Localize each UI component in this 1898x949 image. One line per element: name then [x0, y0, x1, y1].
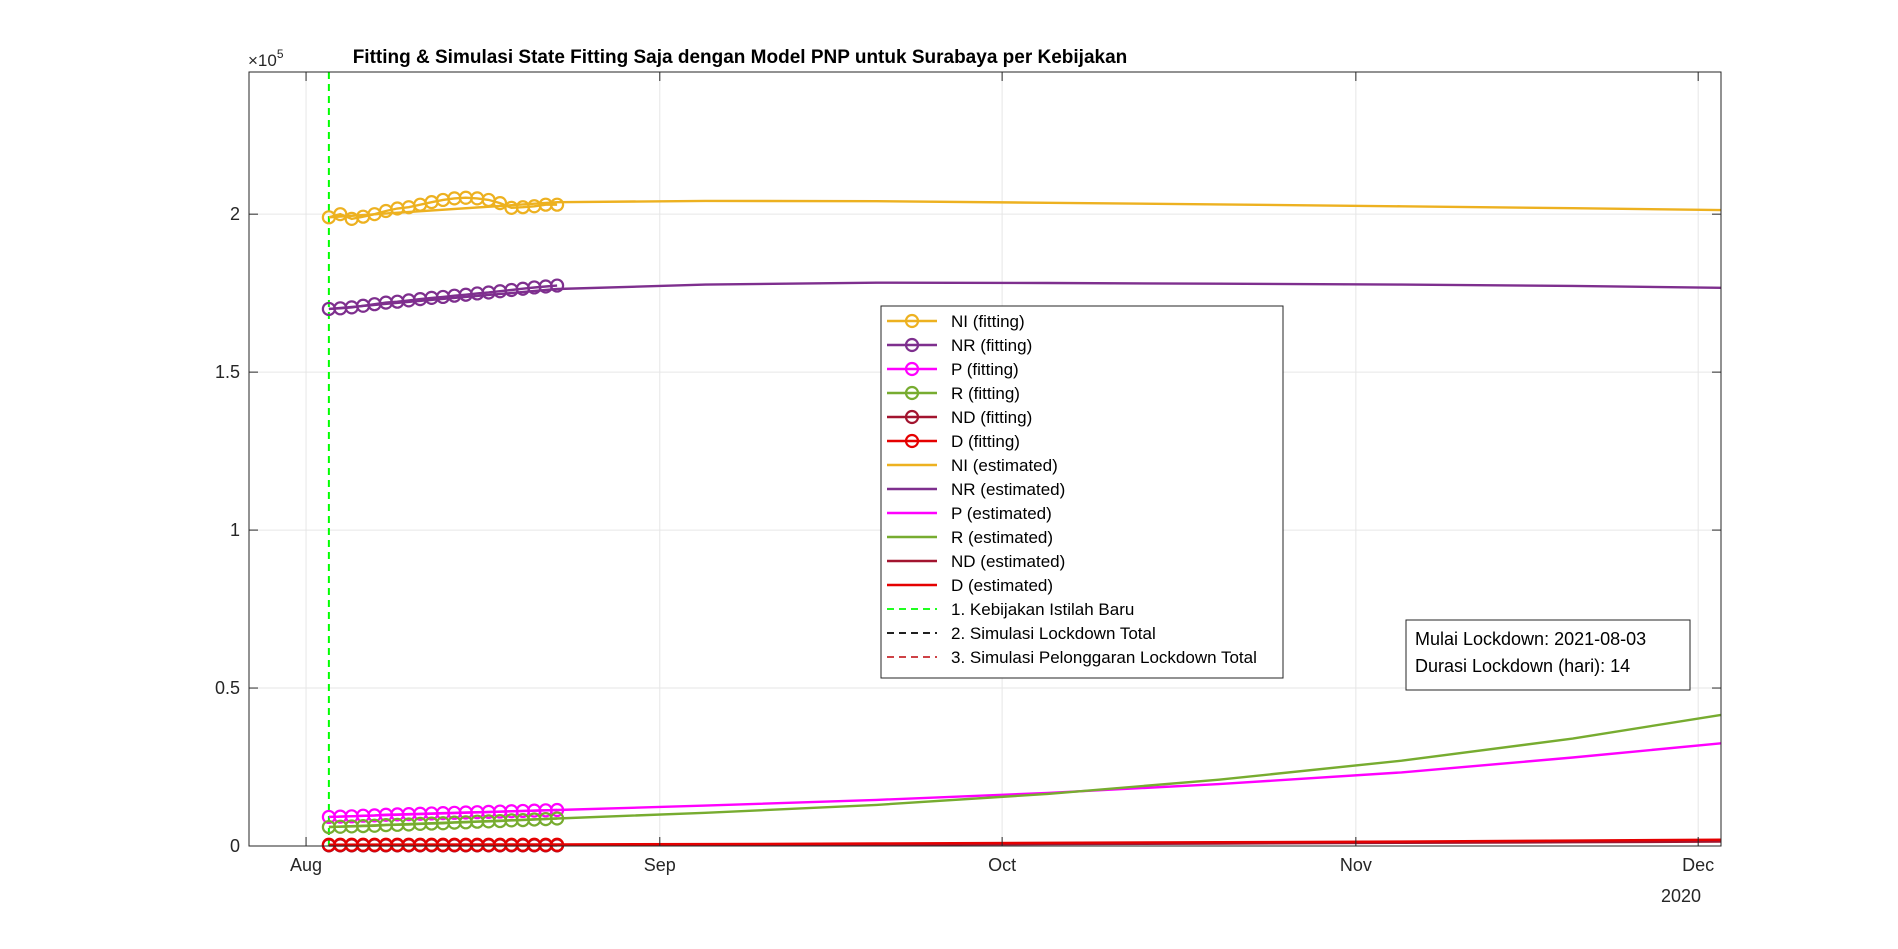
legend-entry-nd-fitting: ND (fitting): [887, 408, 1032, 427]
y-exponent-power: 5: [277, 47, 284, 61]
legend-label: NR (fitting): [951, 336, 1032, 355]
legend-box: [880, 305, 1284, 679]
y-tick-label: 1: [230, 520, 240, 540]
legend-swatch-marker: [904, 409, 920, 425]
legend-swatch-marker: [904, 385, 920, 401]
svg-text:×105: ×105: [248, 47, 284, 70]
plot-area: [321, 72, 1722, 853]
legend-entry-ni-fitting: NI (fitting): [887, 312, 1025, 331]
chart-title: Fitting & Simulasi State Fitting Saja de…: [353, 47, 1128, 68]
legend-label: 3. Simulasi Pelonggaran Lockdown Total: [951, 648, 1257, 667]
legend: NI (fitting) NR (fitting) P (fitting) R (fi…: [880, 305, 1284, 679]
line-nr-estimated: [328, 281, 1722, 311]
marker-ni-fitting: [549, 197, 565, 212]
legend-label: R (estimated): [951, 528, 1053, 547]
legend-entry-nr-fitting: NR (fitting): [887, 336, 1032, 355]
legend-label: 2. Simulasi Lockdown Total: [951, 624, 1156, 643]
line-p-fitting: [328, 808, 558, 819]
marker-r-fitting: [549, 811, 565, 826]
y-tick-label: 2: [230, 204, 240, 224]
marker-d-fitting: [549, 837, 565, 852]
x-tick-label: Oct: [988, 855, 1016, 875]
legend-label: ND (fitting): [951, 408, 1032, 427]
line-nr-fitting: [328, 284, 558, 311]
legend-entry-ni-estimated: NI (estimated): [887, 456, 1058, 475]
y-tick-label: 1.5: [215, 362, 240, 382]
series-d-fitting: [321, 837, 565, 852]
annotation-line-2: Durasi Lockdown (hari): 14: [1415, 656, 1630, 676]
line-r-estimated: [328, 713, 1722, 829]
line-ni-estimated: [328, 199, 1722, 219]
y-exponent-base: ×10: [248, 51, 277, 70]
marker-ni-fitting: [492, 196, 508, 211]
legend-swatch-marker: [904, 337, 920, 353]
x-secondary-label: 2020: [1661, 886, 1701, 906]
legend-entry-d-estimated: D (estimated): [887, 576, 1053, 595]
legend-entry-p-estimated: P (estimated): [887, 504, 1052, 523]
marker-ni-fitting: [333, 207, 348, 222]
legend-entry-1-kebijakan-istilah-baru: 1. Kebijakan Istilah Baru: [887, 600, 1134, 619]
axes-box: [248, 71, 1722, 847]
series-nr-fitting: [321, 278, 565, 317]
line-r-fitting: [328, 817, 558, 829]
legend-label: NI (estimated): [951, 456, 1058, 475]
legend-label: P (estimated): [951, 504, 1052, 523]
legend-entry-r-fitting: R (fitting): [887, 384, 1020, 403]
annotation-line-1: Mulai Lockdown: 2021-08-03: [1415, 629, 1646, 649]
legend-entry-nr-estimated: NR (estimated): [887, 480, 1065, 499]
legend-swatch-marker: [904, 361, 920, 377]
legend-entry-3-simulasi-pelonggaran-lockdown-total: 3. Simulasi Pelonggaran Lockdown Total: [887, 648, 1257, 667]
legend-label: NR (estimated): [951, 480, 1065, 499]
legend-label: D (fitting): [951, 432, 1020, 451]
line-ni-fitting: [328, 196, 558, 221]
series-r-fitting: [321, 811, 565, 835]
x-tick-label: Dec: [1682, 855, 1714, 875]
marker-p-fitting: [549, 802, 565, 818]
legend-entry-p-fitting: P (fitting): [887, 360, 1019, 379]
legend-label: D (estimated): [951, 576, 1053, 595]
y-exponent-label: ×105: [248, 47, 284, 70]
axis-ticks: Aug Sep Oct Nov Dec 0 0.5 1 1.5 2: [215, 72, 1721, 875]
x-tick-label: Sep: [644, 855, 676, 875]
series-p-fitting: [321, 802, 565, 825]
x-tick-label: Nov: [1340, 855, 1372, 875]
y-tick-label: 0: [230, 836, 240, 856]
legend-label: ND (estimated): [951, 552, 1065, 571]
lockdown-annotation: Mulai Lockdown: 2021-08-03 Durasi Lockdo…: [1405, 619, 1691, 691]
legend-label: R (fitting): [951, 384, 1020, 403]
annotation-box: [1405, 619, 1691, 691]
legend-swatch-marker: [904, 313, 920, 329]
legend-swatch-marker: [904, 433, 920, 449]
legend-entry-nd-estimated: ND (estimated): [887, 552, 1065, 571]
legend-entry-2-simulasi-lockdown-total: 2. Simulasi Lockdown Total: [887, 624, 1156, 643]
series-ni-fitting: [321, 190, 565, 227]
legend-label: 1. Kebijakan Istilah Baru: [951, 600, 1134, 619]
legend-entry-d-fitting: D (fitting): [887, 432, 1020, 451]
x-tick-label: Aug: [290, 855, 322, 875]
marker-nr-fitting: [549, 278, 565, 293]
legend-label: NI (fitting): [951, 312, 1025, 331]
legend-entry-r-estimated: R (estimated): [887, 528, 1053, 547]
legend-label: P (fitting): [951, 360, 1019, 379]
y-tick-label: 0.5: [215, 678, 240, 698]
line-d-estimated: [328, 838, 1722, 846]
